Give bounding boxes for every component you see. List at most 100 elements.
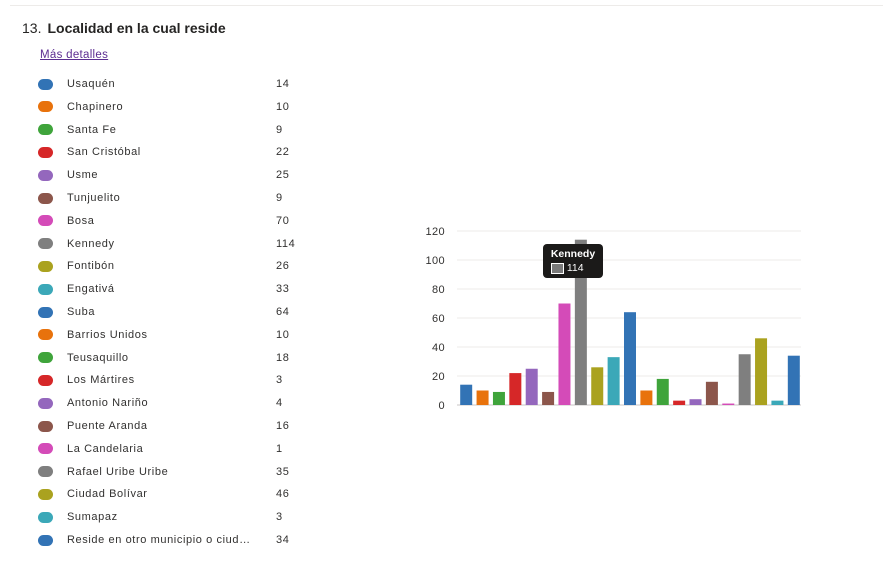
y-tick-label: 40 xyxy=(432,342,445,354)
tooltip-swatch xyxy=(550,262,564,274)
legend-color-dot-icon xyxy=(38,238,53,250)
legend-color-dot-icon xyxy=(38,169,53,181)
legend-item-count: 3 xyxy=(276,511,283,524)
legend-item-count: 14 xyxy=(276,78,290,90)
y-tick-label: 60 xyxy=(432,313,445,325)
legend-item-label: Santa Fe xyxy=(67,123,117,136)
chart-bar[interactable] xyxy=(722,403,735,405)
legend-color-dot-icon xyxy=(38,374,53,386)
legend-color-dot-icon xyxy=(38,511,53,523)
y-tick-label: 20 xyxy=(432,371,445,383)
chart-bar[interactable] xyxy=(542,391,555,405)
legend-color-dot-icon xyxy=(38,283,53,295)
legend-item-label: Rafael Uribe Uribe xyxy=(67,465,169,478)
legend-item[interactable]: Los Mártires 3 xyxy=(38,372,283,388)
chart-bar[interactable] xyxy=(705,381,718,405)
legend-item-count: 25 xyxy=(276,169,290,182)
legend-item[interactable]: Usme 25 xyxy=(38,167,289,183)
legend-item-label: Engativá xyxy=(67,283,115,296)
legend-item-count: 70 xyxy=(276,214,290,227)
legend-item-count: 35 xyxy=(276,465,290,478)
chart-tooltip: Kennedy 114 xyxy=(542,244,604,278)
legend-color-dot-icon xyxy=(38,443,53,455)
tooltip-title: Kennedy xyxy=(550,248,596,260)
question-number: 13. xyxy=(22,20,42,36)
legend-item[interactable]: Sumapaz 3 xyxy=(38,509,283,525)
chart-bar[interactable] xyxy=(492,391,505,405)
tooltip-row: 114 xyxy=(550,262,595,274)
legend-item-label: Chapinero xyxy=(67,100,124,113)
legend-item[interactable]: La Candelaria 1 xyxy=(38,441,283,457)
legend-item-label: Antonio Nariño xyxy=(67,397,149,410)
more-details-link[interactable]: Más detalles xyxy=(40,49,109,61)
legend-item[interactable]: Puente Aranda 16 xyxy=(38,418,289,434)
legend-item[interactable]: Kennedy 114 xyxy=(38,236,295,252)
legend-item-label: Kennedy xyxy=(67,237,115,250)
legend-item-label: Barrios Unidos xyxy=(67,328,148,341)
legend-item-label: Ciudad Bolívar xyxy=(67,488,148,501)
chart-bar[interactable] xyxy=(460,384,473,405)
question-header: 13. Localidad en la cual reside xyxy=(22,20,226,36)
legend-item-label: Bosa xyxy=(67,214,95,227)
legend-item[interactable]: Santa Fe 9 xyxy=(38,122,283,138)
legend-item-label: La Candelaria xyxy=(67,442,144,455)
legend-item[interactable]: Rafael Uribe Uribe 35 xyxy=(38,464,289,480)
legend-item[interactable]: Chapinero 10 xyxy=(38,99,289,115)
legend-color-dot-icon xyxy=(38,101,53,113)
chart-bar[interactable] xyxy=(509,373,522,405)
chart-bar[interactable] xyxy=(771,400,784,405)
chart-bar[interactable] xyxy=(673,400,686,405)
chart-bar[interactable] xyxy=(558,303,571,406)
legend-item-count: 46 xyxy=(276,488,290,501)
legend-color-dot-icon xyxy=(38,329,53,341)
legend-item-label: Puente Aranda xyxy=(67,420,148,432)
legend-item-label: Suba xyxy=(67,306,96,318)
chart-bar[interactable] xyxy=(787,355,800,405)
legend-item-label: Usme xyxy=(67,169,99,182)
legend-color-dot-icon xyxy=(38,534,53,546)
chart-bar[interactable] xyxy=(574,239,587,405)
legend-item[interactable]: Bosa 70 xyxy=(38,213,289,229)
legend-color-dot-icon xyxy=(38,192,53,204)
chart-bar[interactable] xyxy=(656,378,669,405)
legend-color-dot-icon xyxy=(38,146,53,158)
legend-item[interactable]: Engativá 33 xyxy=(38,281,289,297)
legend-item[interactable]: Tunjuelito 9 xyxy=(38,190,283,206)
legend-item[interactable]: Usaquén 14 xyxy=(38,76,289,92)
top-divider xyxy=(10,5,883,6)
legend-item-count: 26 xyxy=(276,260,290,273)
legend-color-dot-icon xyxy=(38,488,53,500)
legend-item[interactable]: Antonio Nariño 4 xyxy=(38,395,283,411)
legend-item[interactable]: Teusaquillo 18 xyxy=(38,350,289,366)
legend-item[interactable]: Ciudad Bolívar 46 xyxy=(38,486,289,502)
legend-item-count: 18 xyxy=(276,351,290,364)
chart-bar[interactable] xyxy=(755,338,768,405)
chart-bar[interactable] xyxy=(525,368,538,405)
legend-item[interactable]: Reside en otro municipio o ciud… 34 xyxy=(38,532,289,548)
legend-color-dot-icon xyxy=(38,352,53,364)
legend-color-dot-icon xyxy=(38,215,53,227)
legend-item-count: 64 xyxy=(276,306,290,318)
legend-item-count: 10 xyxy=(276,328,290,341)
legend-color-dot-icon xyxy=(38,260,53,272)
chart-bar[interactable] xyxy=(607,357,620,405)
tooltip-value: 114 xyxy=(566,262,584,274)
legend-item-count: 9 xyxy=(276,123,283,136)
legend-item-count: 34 xyxy=(276,534,290,546)
y-tick-label: 80 xyxy=(432,284,445,296)
chart-bar[interactable] xyxy=(640,390,653,406)
chart-bar[interactable] xyxy=(624,312,636,405)
legend-item-label: Teusaquillo xyxy=(67,351,129,364)
legend-item[interactable]: Barrios Unidos 10 xyxy=(38,327,289,343)
chart-bar[interactable] xyxy=(738,354,751,405)
chart-bar[interactable] xyxy=(689,399,702,405)
legend-item-count: 10 xyxy=(276,100,290,113)
legend-item[interactable]: San Cristóbal 22 xyxy=(38,144,289,160)
chart-bar[interactable] xyxy=(476,390,489,406)
legend-color-dot-icon xyxy=(38,306,53,318)
chart-bar[interactable] xyxy=(591,367,604,405)
legend-color-dot-icon xyxy=(38,420,53,432)
legend-color-dot-icon xyxy=(38,78,53,90)
legend-item[interactable]: Fontibón 26 xyxy=(38,258,289,274)
legend-item[interactable]: Suba 64 xyxy=(38,304,289,320)
